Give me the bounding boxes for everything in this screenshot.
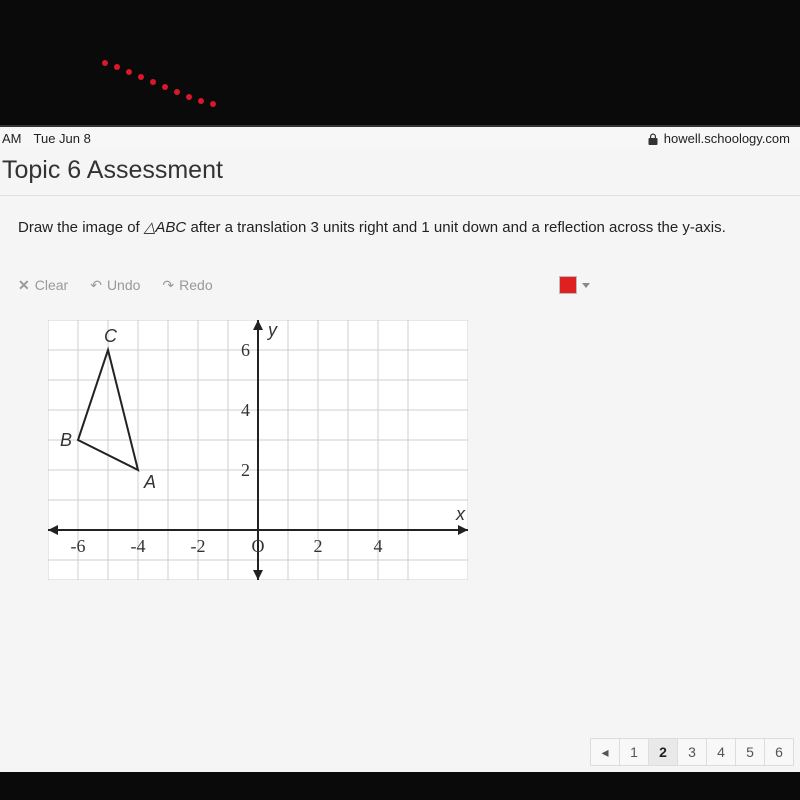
url-bar[interactable]: howell.schoology.com — [648, 131, 790, 146]
page-4-button[interactable]: 4 — [706, 738, 736, 766]
svg-text:4: 4 — [241, 400, 250, 420]
laser-pointer-dots — [95, 55, 255, 115]
svg-text:-4: -4 — [131, 536, 146, 556]
svg-text:O: O — [252, 536, 265, 556]
content-area: Draw the image of △ABC after a translati… — [0, 196, 800, 590]
svg-text:-2: -2 — [191, 536, 206, 556]
clear-button[interactable]: ✕ Clear — [18, 277, 68, 294]
question-text: Draw the image of △ABC after a translati… — [18, 218, 790, 236]
svg-text:2: 2 — [314, 536, 323, 556]
svg-text:6: 6 — [241, 340, 250, 360]
svg-text:x: x — [455, 504, 466, 524]
chevron-down-icon — [582, 283, 590, 288]
undo-icon: ↶ — [90, 277, 102, 294]
status-bar: AM Tue Jun 8 howell.schoology.com — [0, 127, 800, 148]
redo-button[interactable]: ↷ Redo — [162, 277, 212, 294]
prev-page-button[interactable]: ◂ — [590, 738, 620, 766]
x-icon: ✕ — [18, 277, 30, 294]
undo-button[interactable]: ↶ Undo — [90, 277, 140, 294]
svg-text:B: B — [60, 430, 72, 450]
pagination: ◂ 1 2 3 4 5 6 — [591, 738, 794, 766]
color-swatch — [559, 276, 577, 294]
svg-text:y: y — [266, 320, 278, 340]
date-label: Tue Jun 8 — [34, 131, 91, 146]
page-1-button[interactable]: 1 — [619, 738, 649, 766]
undo-label: Undo — [107, 277, 140, 293]
question-prefix: Draw the image of — [18, 219, 144, 236]
question-triangle: △ABC — [144, 219, 186, 236]
page-5-button[interactable]: 5 — [735, 738, 765, 766]
coordinate-graph[interactable]: x y -6 -4 -2 O 2 4 2 4 6 A B C — [48, 320, 468, 580]
page-6-button[interactable]: 6 — [764, 738, 794, 766]
svg-text:4: 4 — [374, 536, 383, 556]
svg-text:-6: -6 — [71, 536, 86, 556]
page-2-button[interactable]: 2 — [648, 738, 678, 766]
lock-icon — [648, 133, 658, 145]
clear-label: Clear — [35, 277, 68, 293]
time-label: AM — [2, 131, 22, 146]
page-3-button[interactable]: 3 — [677, 738, 707, 766]
page-title: Topic 6 Assessment — [0, 148, 800, 196]
svg-text:C: C — [104, 326, 118, 346]
svg-text:A: A — [143, 472, 156, 492]
url-text: howell.schoology.com — [664, 131, 790, 146]
svg-text:2: 2 — [241, 460, 250, 480]
drawing-toolbar: ✕ Clear ↶ Undo ↷ Redo — [18, 276, 790, 294]
color-picker[interactable] — [559, 276, 590, 294]
question-suffix: after a translation 3 units right and 1 … — [186, 219, 725, 236]
screen: AM Tue Jun 8 howell.schoology.com Topic … — [0, 125, 800, 772]
redo-label: Redo — [179, 277, 212, 293]
redo-icon: ↷ — [162, 277, 174, 294]
photo-background: AM Tue Jun 8 howell.schoology.com Topic … — [0, 0, 800, 800]
